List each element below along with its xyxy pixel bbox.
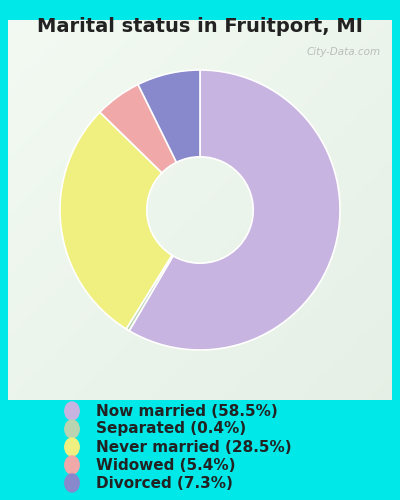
Text: Divorced (7.3%): Divorced (7.3%) bbox=[96, 476, 233, 490]
Wedge shape bbox=[138, 70, 200, 162]
Text: Widowed (5.4%): Widowed (5.4%) bbox=[96, 458, 236, 472]
Text: City-Data.com: City-Data.com bbox=[306, 46, 380, 56]
Text: Now married (58.5%): Now married (58.5%) bbox=[96, 404, 278, 418]
Wedge shape bbox=[100, 84, 176, 173]
Wedge shape bbox=[126, 255, 173, 331]
Wedge shape bbox=[60, 112, 172, 329]
Wedge shape bbox=[129, 70, 340, 350]
Text: Never married (28.5%): Never married (28.5%) bbox=[96, 440, 292, 454]
Text: Separated (0.4%): Separated (0.4%) bbox=[96, 422, 246, 436]
Text: Marital status in Fruitport, MI: Marital status in Fruitport, MI bbox=[37, 18, 363, 36]
